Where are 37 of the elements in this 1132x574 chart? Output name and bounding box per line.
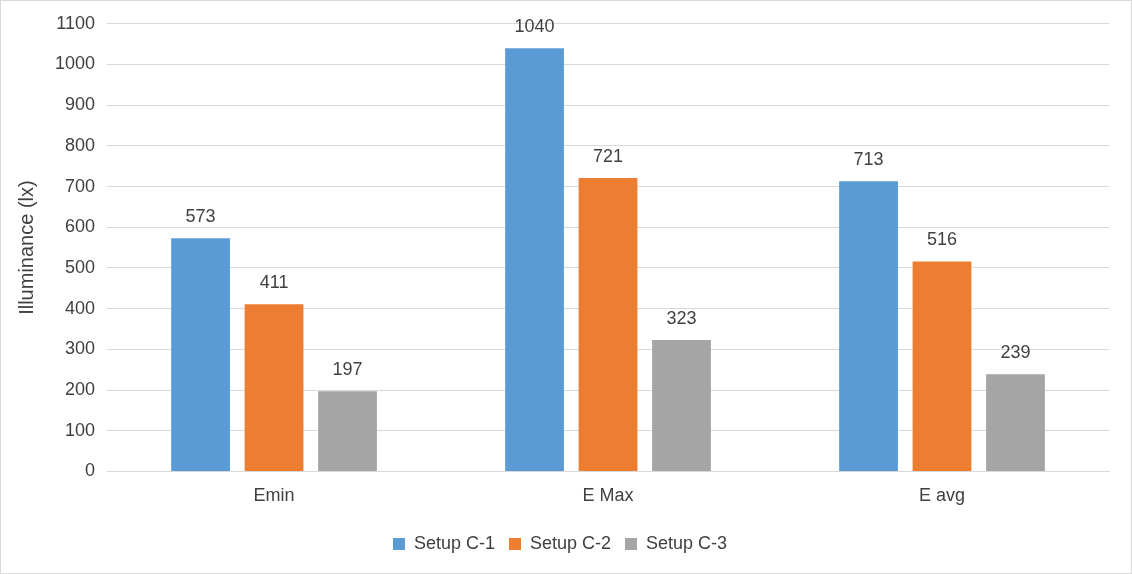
y-tick-label: 1100	[56, 12, 96, 33]
data-label: 411	[259, 272, 289, 293]
y-tick-label: 300	[65, 338, 96, 359]
y-tick-label: 100	[65, 419, 96, 440]
data-label: 573	[185, 206, 216, 227]
legend-label: Setup C-1	[413, 532, 495, 553]
legend-label: Setup C-3	[646, 532, 728, 553]
data-label: 197	[332, 359, 363, 380]
y-tick-label: 800	[65, 134, 96, 155]
y-tick-label: 400	[65, 297, 96, 318]
bar	[652, 339, 711, 471]
data-label: 721	[593, 145, 624, 166]
data-label: 323	[666, 307, 697, 328]
y-tick-label: 1000	[55, 53, 96, 74]
bar	[244, 304, 304, 471]
x-tick-label: E avg	[918, 485, 966, 506]
y-tick-label: 900	[65, 94, 96, 115]
bar	[578, 178, 638, 471]
x-tick-label: E Max	[582, 485, 634, 506]
bar	[839, 181, 898, 471]
bar	[912, 261, 972, 471]
bar	[318, 391, 377, 471]
y-tick-label: 0	[85, 460, 96, 481]
x-tick-label: Emin	[253, 485, 295, 506]
y-tick-label: 600	[65, 216, 96, 237]
bar	[171, 238, 230, 471]
y-tick-label: 200	[65, 378, 96, 399]
legend-label: Setup C-2	[529, 532, 612, 553]
data-label: 516	[926, 229, 958, 250]
data-label: 239	[1000, 342, 1031, 363]
bar	[505, 48, 564, 471]
bar	[986, 374, 1045, 471]
y-tick-label: 700	[65, 175, 96, 196]
y-tick-label: 500	[65, 256, 96, 277]
data-label: 1040	[514, 16, 555, 37]
y-axis-title: Illuminance (lx)	[14, 180, 37, 315]
data-label: 713	[853, 149, 884, 170]
